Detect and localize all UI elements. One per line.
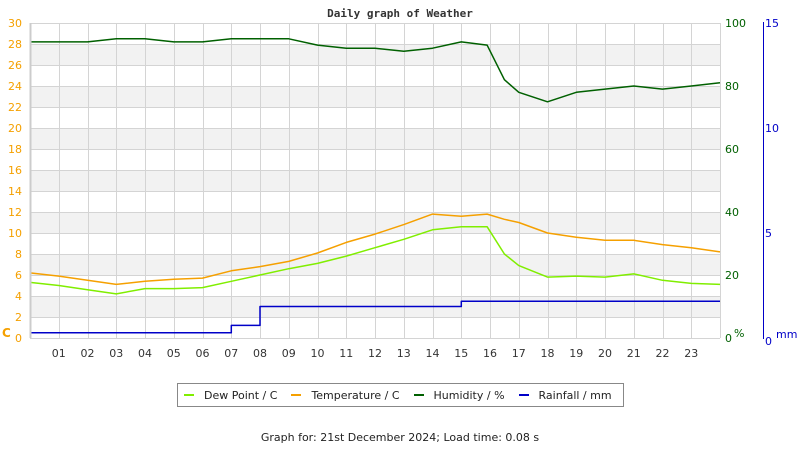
x-tick-label: 15 bbox=[454, 347, 468, 360]
left-axis-unit: C bbox=[2, 326, 11, 340]
x-tick-label: 20 bbox=[598, 347, 612, 360]
x-tick-label: 09 bbox=[282, 347, 296, 360]
legend-item-rainfall[interactable]: Rainfall / mm bbox=[517, 389, 612, 402]
left-tick-label: 0 bbox=[15, 332, 22, 345]
x-tick-label: 11 bbox=[339, 347, 353, 360]
right-axis-humidity: 0 20 40 60 80 100% bbox=[725, 17, 746, 345]
weather-chart: Daily graph of Weather 02468101214161820… bbox=[2, 7, 797, 360]
rainfall-line bbox=[30, 300, 720, 334]
humidity-tick-label: 60 bbox=[725, 143, 739, 156]
x-axis-hours: 01 02 03 04 05 06 07 08 09 10 11 12 13 14 15 16 17 18 19 20… bbox=[52, 347, 699, 360]
left-tick-label: 4 bbox=[15, 290, 22, 303]
legend-label: Rainfall / mm bbox=[538, 388, 612, 402]
humidity-tick-label: 100 bbox=[725, 17, 746, 30]
x-tick-label: 04 bbox=[138, 347, 152, 360]
left-tick-label: 2 bbox=[15, 311, 22, 324]
x-tick-label: 07 bbox=[224, 347, 238, 360]
temperature-line bbox=[29, 213, 721, 286]
left-tick-label: 12 bbox=[8, 206, 22, 219]
left-tick-label: 30 bbox=[8, 17, 22, 30]
left-tick-label: 14 bbox=[8, 185, 22, 198]
left-tick-label: 26 bbox=[8, 59, 22, 72]
grid-lines bbox=[30, 23, 721, 339]
legend-item-temperature[interactable]: Temperature / C bbox=[289, 388, 400, 402]
legend-label: Temperature / C bbox=[311, 388, 400, 402]
left-tick-label: 16 bbox=[8, 164, 22, 177]
temperature-swatch bbox=[291, 394, 302, 396]
x-tick-label: 17 bbox=[512, 347, 526, 360]
humidity-line bbox=[30, 38, 721, 103]
left-tick-label: 28 bbox=[8, 38, 22, 51]
right-axis-rainfall: 0 5 10 15 mm bbox=[765, 17, 797, 348]
x-tick-label: 06 bbox=[196, 347, 210, 360]
x-tick-label: 03 bbox=[109, 347, 123, 360]
humidity-swatch bbox=[413, 394, 424, 396]
dew-point-swatch bbox=[184, 394, 194, 396]
x-tick-label: 23 bbox=[684, 347, 698, 360]
left-tick-label: 10 bbox=[8, 227, 22, 240]
footer-status: Graph for: 21st December 2024; Load time… bbox=[260, 431, 540, 444]
left-tick-label: 8 bbox=[15, 248, 22, 261]
legend-label: Dew Point / C bbox=[204, 388, 278, 402]
x-tick-label: 19 bbox=[569, 347, 583, 360]
humidity-tick-label: 40 bbox=[725, 206, 739, 219]
left-tick-label: 6 bbox=[15, 269, 22, 282]
legend-item-humidity[interactable]: Humidity / % bbox=[412, 389, 505, 402]
chart-legend: Dew Point / C Temperature / C Humidity /… bbox=[177, 383, 624, 407]
rain-tick-label: 15 bbox=[765, 17, 779, 30]
humidity-tick-label: 20 bbox=[725, 269, 739, 282]
left-tick-label: 22 bbox=[8, 101, 22, 114]
humidity-axis-unit: % bbox=[734, 327, 744, 340]
rain-tick-label: 5 bbox=[765, 227, 772, 240]
rain-axis-unit: mm bbox=[776, 328, 797, 341]
x-tick-label: 10 bbox=[311, 347, 325, 360]
x-tick-label: 18 bbox=[541, 347, 555, 360]
chart-title: Daily graph of Weather bbox=[327, 7, 473, 20]
x-tick-label: 08 bbox=[253, 347, 267, 360]
x-tick-label: 22 bbox=[656, 347, 670, 360]
x-tick-label: 14 bbox=[426, 347, 440, 360]
humidity-tick-label: 0 bbox=[725, 332, 732, 345]
x-tick-label: 13 bbox=[397, 347, 411, 360]
x-tick-label: 01 bbox=[52, 347, 66, 360]
left-tick-label: 24 bbox=[8, 80, 22, 93]
x-tick-label: 12 bbox=[368, 347, 382, 360]
legend-item-dew-point[interactable]: Dew Point / C bbox=[182, 389, 277, 402]
dew-point-line bbox=[29, 225, 721, 295]
humidity-tick-label: 80 bbox=[725, 80, 739, 93]
rain-tick-label: 10 bbox=[765, 122, 779, 135]
left-tick-label: 20 bbox=[8, 122, 22, 135]
x-tick-label: 21 bbox=[627, 347, 641, 360]
x-tick-label: 02 bbox=[81, 347, 95, 360]
left-tick-label: 18 bbox=[8, 143, 22, 156]
rain-tick-label: 0 bbox=[765, 335, 772, 348]
x-tick-label: 16 bbox=[483, 347, 497, 360]
x-tick-label: 05 bbox=[167, 347, 181, 360]
data-series bbox=[29, 38, 721, 334]
rainfall-swatch bbox=[518, 394, 529, 396]
legend-label: Humidity / % bbox=[433, 388, 505, 402]
